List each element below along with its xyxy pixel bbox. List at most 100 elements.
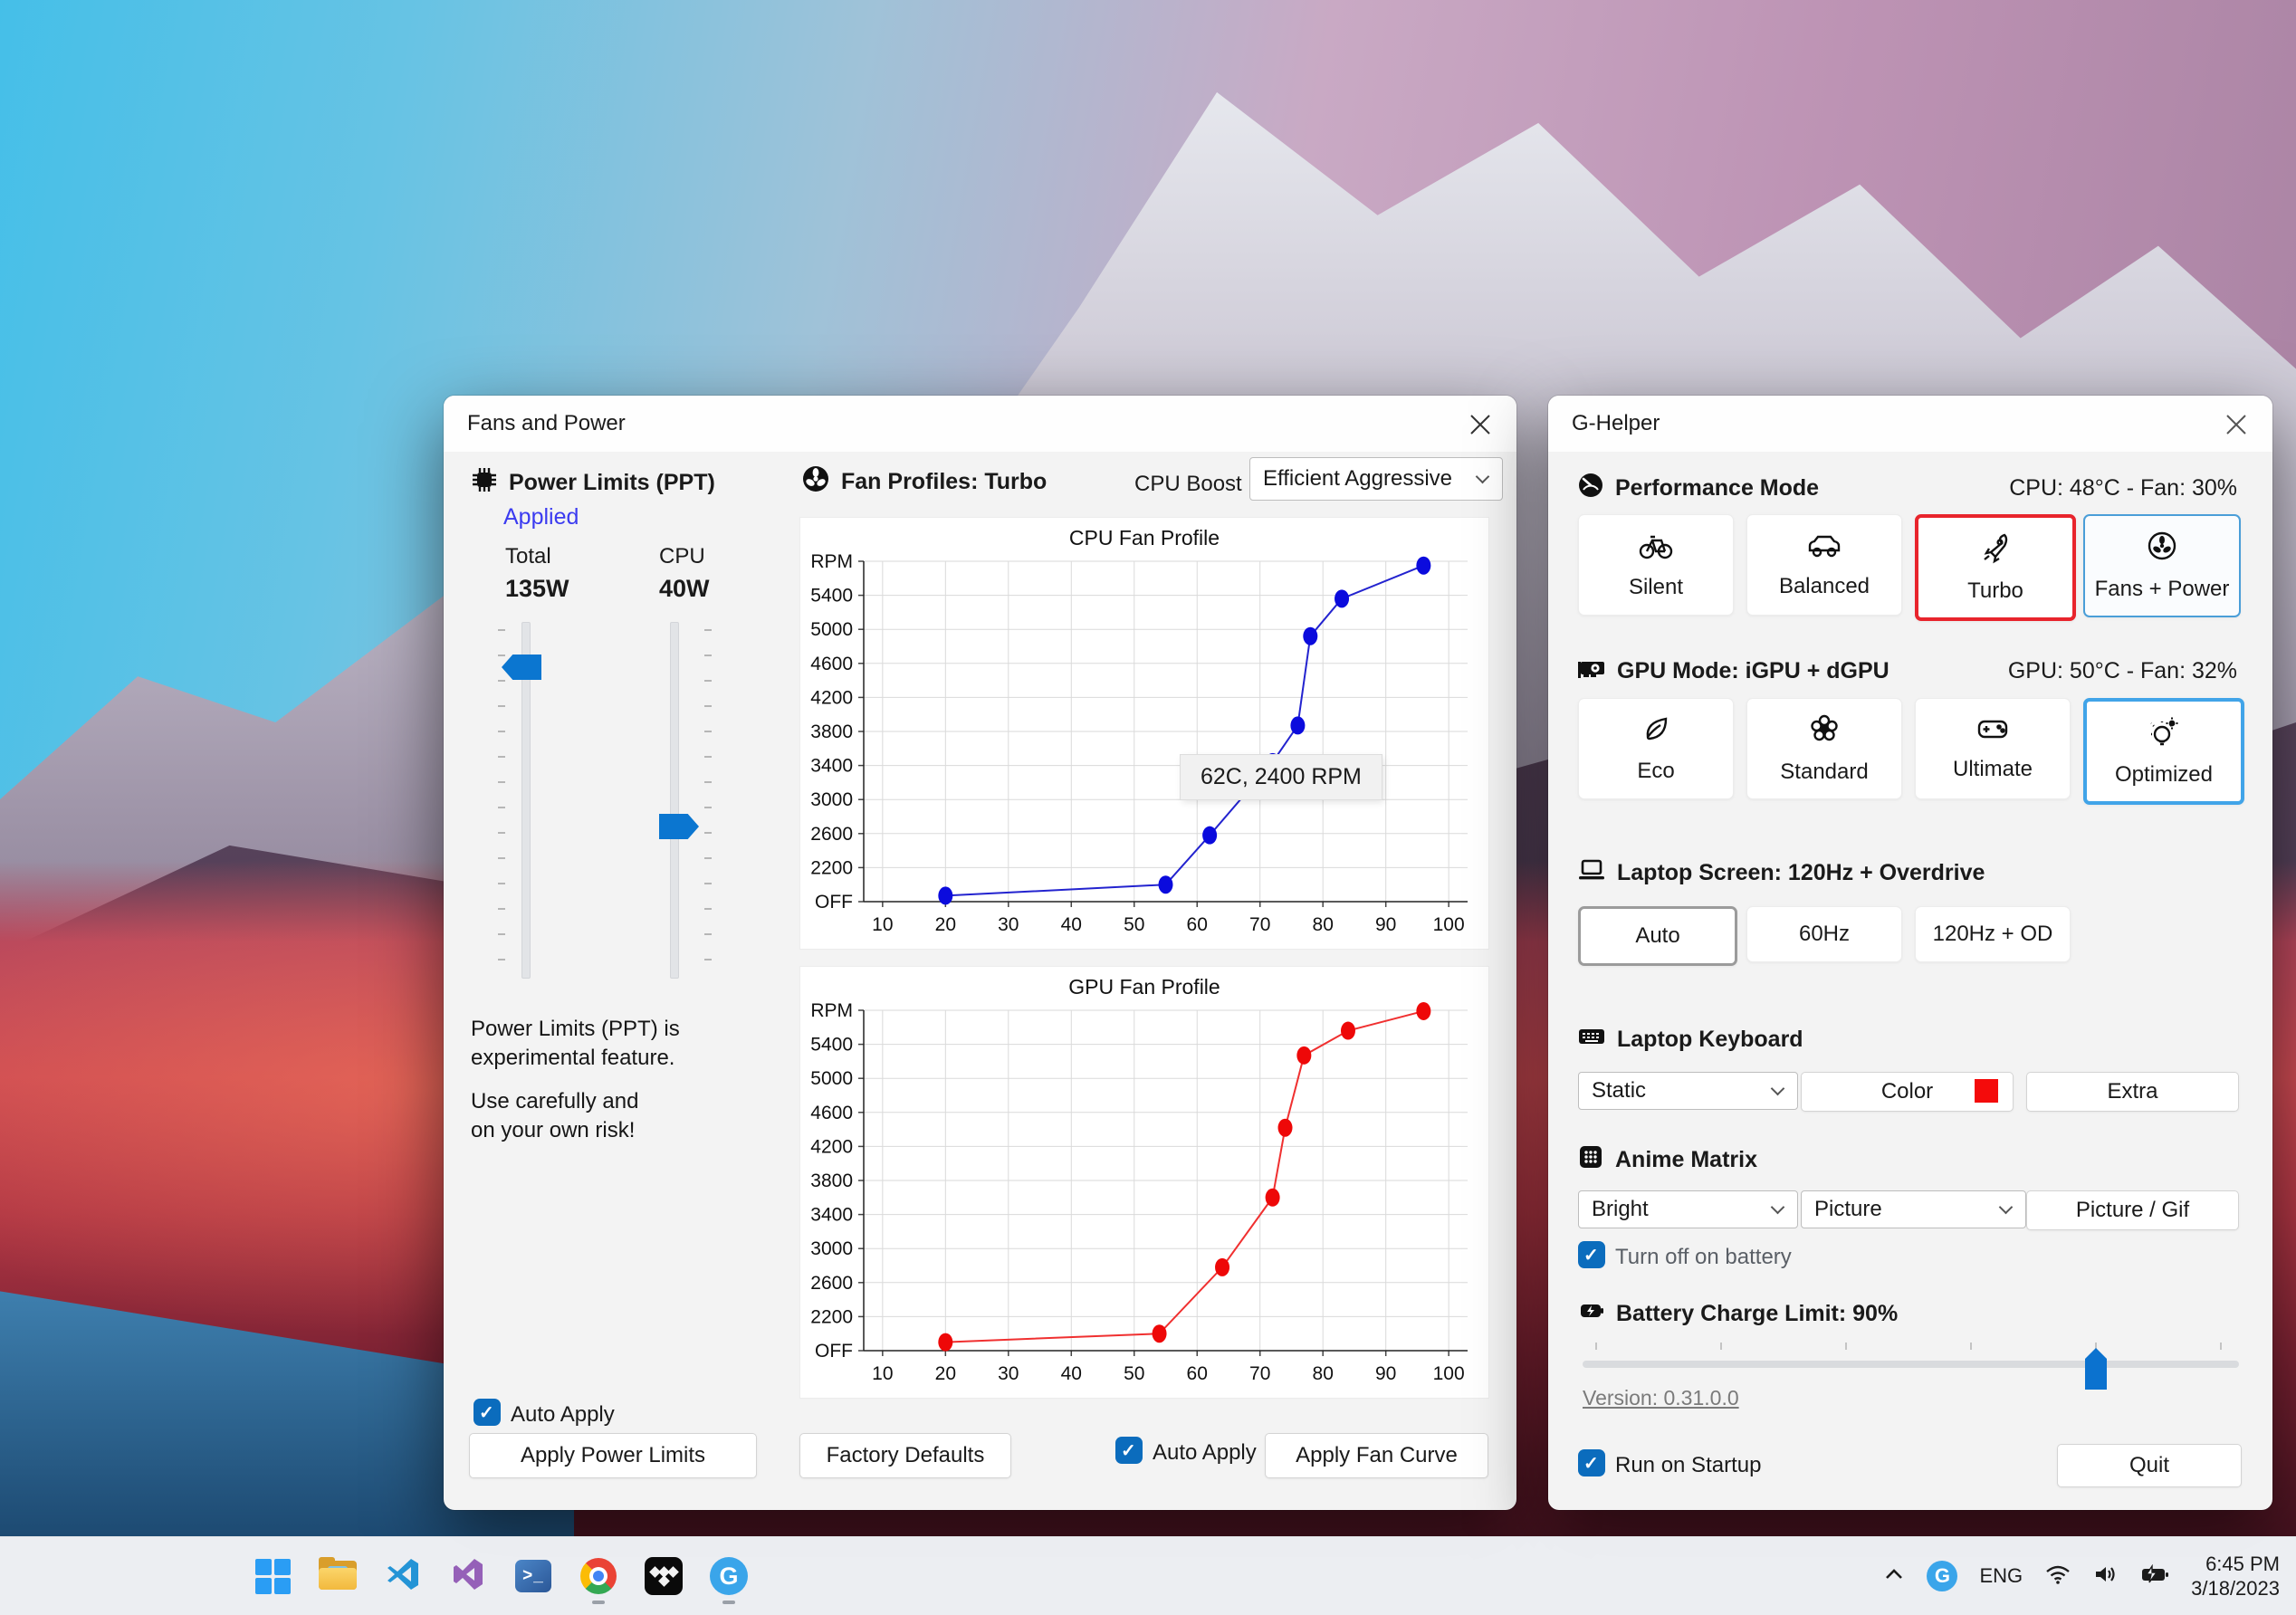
apply-fan-curve-button[interactable]: Apply Fan Curve xyxy=(1265,1433,1488,1478)
keyboard-extra-button[interactable]: Extra xyxy=(2026,1072,2239,1112)
power-limits-heading: Power Limits (PPT) xyxy=(509,470,715,495)
mode-balanced-button[interactable]: Balanced xyxy=(1746,514,1902,616)
matrix-mode-dropdown[interactable]: Picture xyxy=(1801,1190,2026,1228)
apply-power-limits-button[interactable]: Apply Power Limits xyxy=(469,1433,757,1478)
run-on-startup-checkbox[interactable] xyxy=(1578,1449,1605,1476)
factory-defaults-button[interactable]: Factory Defaults xyxy=(799,1433,1011,1478)
svg-text:30: 30 xyxy=(998,1363,1019,1384)
running-indicator xyxy=(722,1601,735,1604)
cpu-temp-fan-status: CPU: 48°C - Fan: 30% xyxy=(2009,475,2237,501)
cpu-slider-thumb[interactable] xyxy=(659,814,699,839)
svg-text:10: 10 xyxy=(872,1363,893,1384)
gauge-icon xyxy=(1577,472,1604,505)
matrix-brightness-dropdown[interactable]: Bright xyxy=(1578,1190,1798,1228)
svg-text:3400: 3400 xyxy=(810,756,853,777)
auto-apply-fan-checkbox[interactable] xyxy=(1115,1437,1143,1464)
close-icon[interactable] xyxy=(1466,410,1495,439)
powershell-button[interactable]: >_ xyxy=(512,1546,554,1606)
gpu-fan-chart-panel: 10 20 30 40 50 60 70 80 90 100 OFF 2200 2600 3000 3400… xyxy=(799,966,1489,1399)
screen-60hz-button[interactable]: 60Hz xyxy=(1746,906,1902,962)
auto-apply-power-checkbox[interactable] xyxy=(474,1399,501,1426)
close-icon[interactable] xyxy=(2222,410,2251,439)
volume-icon[interactable] xyxy=(2093,1563,2119,1590)
svg-text:4600: 4600 xyxy=(810,654,853,674)
svg-text:60: 60 xyxy=(1187,914,1208,935)
ghelper-taskbar-button[interactable]: G xyxy=(708,1546,750,1606)
screen-heading: Laptop Screen: 120Hz + Overdrive xyxy=(1617,860,1985,885)
svg-text:100: 100 xyxy=(1433,1363,1465,1384)
matrix-picture-gif-button[interactable]: Picture / Gif xyxy=(2026,1190,2239,1230)
fan-curve-tooltip: 62C, 2400 RPM xyxy=(1181,755,1382,799)
svg-text:OFF: OFF xyxy=(815,1341,853,1362)
vscode-icon xyxy=(385,1556,421,1597)
taskbar-tray: G ENG 6:45 PM 3/18/2023 xyxy=(1883,1537,2280,1615)
battery-limit-slider[interactable] xyxy=(1583,1343,2239,1393)
gpu-optimized-button[interactable]: Optimized xyxy=(2083,698,2244,805)
clock[interactable]: 6:45 PM 3/18/2023 xyxy=(2191,1552,2280,1601)
fans-window-titlebar[interactable]: Fans and Power xyxy=(444,396,1516,452)
version-link[interactable]: Version: 0.31.0.0 xyxy=(1583,1386,1739,1410)
gpu-standard-button[interactable]: Standard xyxy=(1746,698,1902,799)
keyboard-color-button[interactable]: Color xyxy=(1801,1072,2014,1112)
total-label: Total xyxy=(505,544,551,569)
fan-profiles-heading-row: Fan Profiles: Turbo xyxy=(801,464,1047,500)
svg-text:5000: 5000 xyxy=(810,1068,853,1089)
language-indicator[interactable]: ENG xyxy=(1979,1564,2023,1587)
fan-disc-icon xyxy=(801,464,830,500)
vscode-button[interactable] xyxy=(382,1546,424,1606)
cpu-slider-track[interactable] xyxy=(670,622,679,979)
gpu-ultimate-button[interactable]: Ultimate xyxy=(1915,698,2071,799)
svg-text:50: 50 xyxy=(1124,1363,1144,1384)
keyboard-mode-dropdown[interactable]: Static xyxy=(1578,1072,1798,1110)
svg-text:80: 80 xyxy=(1313,1363,1334,1384)
total-value: 135W xyxy=(505,575,569,602)
gpu-eco-button[interactable]: Eco xyxy=(1578,698,1734,799)
cpu-chip-icon xyxy=(471,466,498,500)
tidal-button[interactable] xyxy=(643,1546,684,1606)
cpu-fan-curve-chart[interactable]: 10 20 30 40 50 60 70 80 90 100 OFF 2200 2600 3000 3400… xyxy=(800,518,1488,949)
start-button[interactable] xyxy=(252,1546,293,1606)
total-slider-track[interactable] xyxy=(521,622,531,979)
leaf-icon xyxy=(1641,713,1671,750)
gpu-heading-row: GPU Mode: iGPU + dGPU xyxy=(1577,655,1889,688)
svg-text:4200: 4200 xyxy=(810,687,853,708)
visual-studio-button[interactable] xyxy=(447,1546,489,1606)
running-indicator xyxy=(592,1601,605,1604)
svg-text:40: 40 xyxy=(1061,1363,1082,1384)
battery-slider-track[interactable] xyxy=(1583,1361,2239,1368)
gpu-heading: GPU Mode: iGPU + dGPU xyxy=(1617,658,1889,683)
mode-silent-button[interactable]: Silent xyxy=(1578,514,1734,616)
matrix-battery-checkbox[interactable] xyxy=(1578,1241,1605,1268)
keyboard-heading: Laptop Keyboard xyxy=(1617,1027,1803,1052)
ghelper-titlebar[interactable]: G-Helper xyxy=(1548,396,2272,452)
svg-text:100: 100 xyxy=(1433,914,1465,935)
svg-text:5400: 5400 xyxy=(810,586,853,607)
tray-chevron-up-icon[interactable] xyxy=(1883,1567,1905,1586)
svg-text:2600: 2600 xyxy=(810,824,853,845)
wifi-icon[interactable] xyxy=(2044,1563,2071,1590)
chrome-button[interactable] xyxy=(578,1546,619,1606)
cpu-fan-chart-panel: 10 20 30 40 50 60 70 80 90 100 OFF 2200 2600 3000 3400… xyxy=(799,517,1489,950)
gpu-fan-curve-chart[interactable]: 10 20 30 40 50 60 70 80 90 100 OFF 2200 2600 3000 3400… xyxy=(800,967,1488,1398)
cpu-boost-dropdown[interactable]: Efficient Aggressive xyxy=(1249,457,1503,501)
svg-text:5400: 5400 xyxy=(810,1035,853,1056)
fan-profiles-heading: Fan Profiles: Turbo xyxy=(841,469,1048,494)
power-limits-status: Applied xyxy=(503,504,579,530)
battery-slider-thumb[interactable] xyxy=(2085,1348,2107,1390)
g-helper-icon: G xyxy=(710,1557,748,1595)
screen-auto-button[interactable]: Auto xyxy=(1578,906,1737,966)
battery-charging-icon[interactable] xyxy=(2140,1563,2169,1589)
total-slider-thumb[interactable] xyxy=(502,655,541,680)
color-swatch xyxy=(1975,1079,1998,1103)
svg-text:3800: 3800 xyxy=(810,721,853,742)
battery-heading-row: Battery Charge Limit: 90% xyxy=(1578,1299,1898,1329)
mode-turbo-button[interactable]: Turbo xyxy=(1915,514,2076,621)
quit-button[interactable]: Quit xyxy=(2057,1444,2242,1487)
dot-matrix-icon xyxy=(1577,1143,1604,1177)
g-helper-tray-icon[interactable]: G xyxy=(1927,1561,1958,1591)
screen-120hz-od-button[interactable]: 120Hz + OD xyxy=(1915,906,2071,962)
mode-fans-power-button[interactable]: Fans + Power xyxy=(2083,514,2241,617)
file-explorer-button[interactable] xyxy=(317,1546,359,1606)
svg-text:80: 80 xyxy=(1313,914,1334,935)
svg-text:50: 50 xyxy=(1124,914,1144,935)
